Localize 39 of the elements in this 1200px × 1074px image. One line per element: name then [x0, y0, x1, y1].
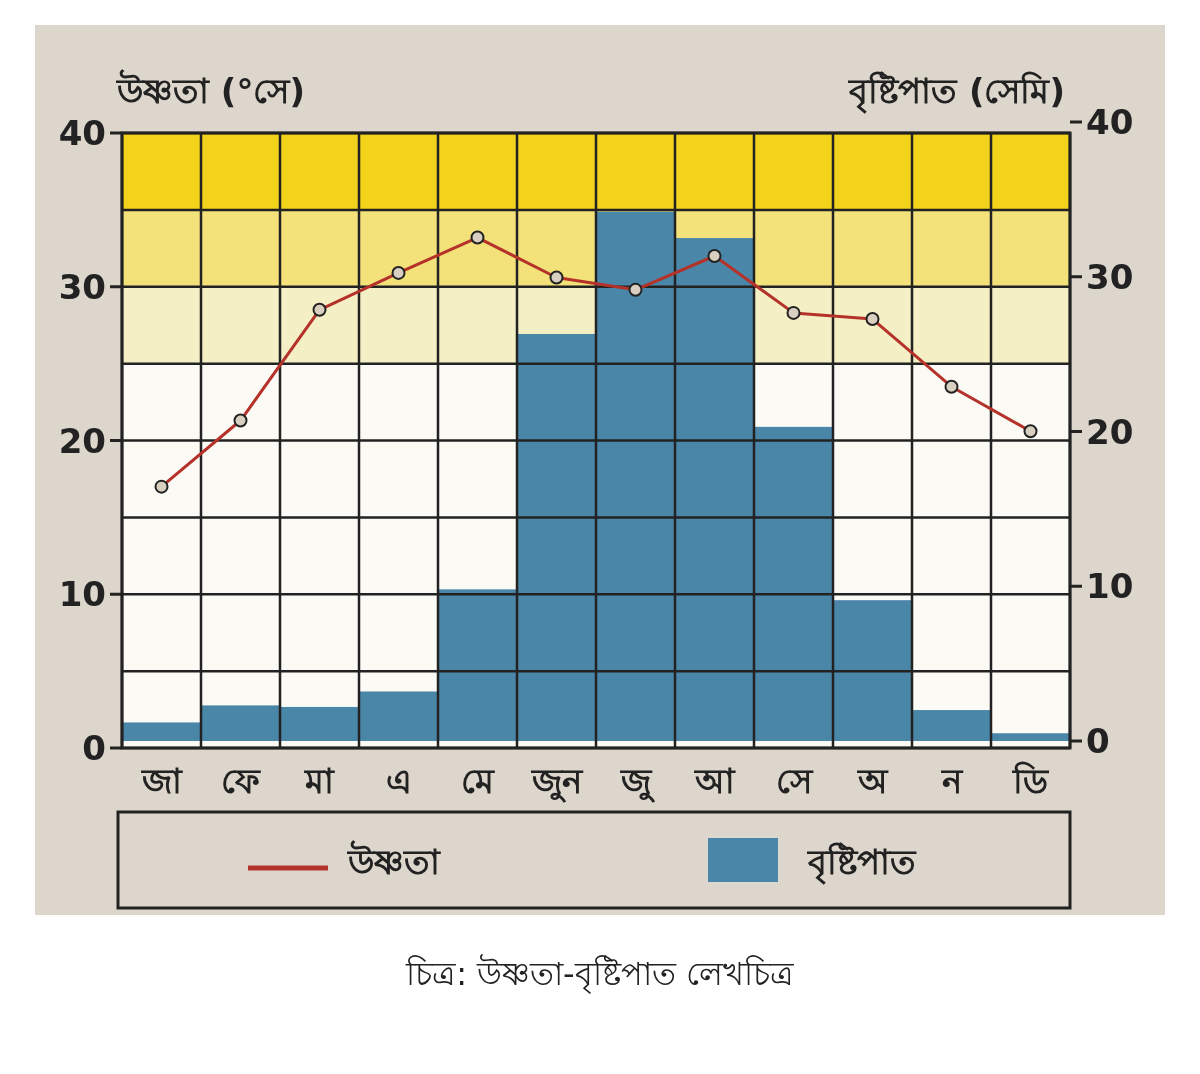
y-tick-label: 40 [58, 113, 106, 153]
y-tick-label: 20 [58, 420, 106, 461]
bar [201, 705, 280, 741]
y2-axis-title: বৃষ্টিপাত (সেমি) [848, 71, 1065, 114]
x-tick-label: ডি [1012, 761, 1050, 801]
x-tick-label: মে [461, 761, 495, 801]
bar [280, 706, 359, 741]
y-axis-title: উষ্ণতা (°সে) [116, 69, 305, 111]
x-tick-label: জু [619, 761, 656, 803]
y2-tick-label: 0 [1086, 721, 1110, 761]
y-tick-label: 10 [58, 574, 106, 615]
y-tick-label: 30 [58, 266, 106, 307]
y2-tick-label: 10 [1086, 566, 1134, 607]
legend-label: উষ্ণতা [347, 840, 441, 882]
bar [675, 238, 754, 741]
x-tick-label: অ [857, 761, 889, 801]
bar [596, 211, 675, 741]
bar [833, 600, 912, 741]
y2-tick-label: 20 [1086, 411, 1134, 452]
y-tick-label: 0 [82, 728, 106, 768]
x-tick-label: এ [385, 761, 412, 801]
x-tick-label: জুন [530, 761, 584, 803]
bar [991, 733, 1070, 741]
x-tick-label: সে [775, 761, 814, 801]
x-tick-label: মা [304, 761, 335, 801]
bar [754, 426, 833, 741]
x-tick-label: আ [693, 761, 736, 801]
legend-label: বৃষ্টিপাত [807, 842, 917, 885]
bar [912, 710, 991, 741]
x-tick-label: জা [140, 761, 183, 801]
x-tick-label: ফে [221, 761, 261, 801]
bar [122, 722, 201, 741]
bar [517, 334, 596, 741]
y2-tick-label: 40 [1086, 102, 1134, 142]
text: চিত্র: উষ্ণতা-বৃষ্টিপাত লেখচিত্র [405, 954, 794, 994]
bar [359, 691, 438, 741]
x-tick-label: ন [940, 761, 964, 801]
bar [438, 589, 517, 741]
y2-tick-label: 30 [1086, 256, 1134, 297]
